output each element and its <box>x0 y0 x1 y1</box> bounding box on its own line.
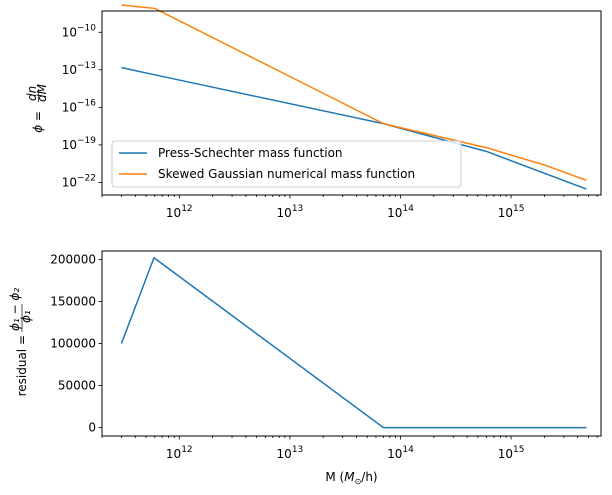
y-tick-label: 50000 <box>58 379 96 393</box>
bottom-y-ticks: 0 50000 100000 150000 200000 <box>50 252 102 435</box>
bottom-x-axis-label: M (M⊙/h) <box>325 470 377 486</box>
svg-text:residual =: residual = <box>15 335 29 396</box>
svg-text:ϕ =: ϕ = <box>31 111 45 133</box>
y-tick-label: 100000 <box>50 337 96 351</box>
svg-text:dM: dM <box>35 83 49 102</box>
y-tick-label: 0 <box>88 421 96 435</box>
x-tick-label: 1013 <box>277 445 304 461</box>
y-tick-label: 10−10 <box>62 23 97 39</box>
y-tick-label: 10−16 <box>62 98 97 114</box>
y-tick-label: 10−22 <box>62 173 96 189</box>
series-line-1 <box>120 256 587 429</box>
x-tick-label: 1014 <box>387 445 414 461</box>
svg-text:dn: dn <box>25 86 39 101</box>
x-tick-label: 1014 <box>387 204 414 220</box>
top-x-ticks: 1012 1013 1014 1015 <box>101 195 598 220</box>
legend: Press-Schechter mass function Skewed Gaus… <box>111 140 462 188</box>
legend-label-1: Press-Schechter mass function <box>158 146 343 160</box>
bottom-x-label-text: M (M⊙/h) <box>325 470 377 486</box>
bottom-x-ticks: 1012 1013 1014 1015 <box>101 436 598 461</box>
legend-box <box>111 140 462 188</box>
x-tick-label: 1013 <box>277 204 304 220</box>
y-tick-label: 10−13 <box>62 61 96 77</box>
series-line-2 <box>121 4 587 181</box>
top-plot-frame <box>101 10 602 196</box>
top-plot-panel: 1012 1013 1014 1015 10−1010−1310−1610−1910−… <box>25 4 602 220</box>
top-y-ticks: 10−10 10−13 10−16 10−19 10−22 <box>62 23 102 189</box>
svg-text:ϕ₁ − ϕ₂: ϕ₁ − ϕ₂ <box>8 288 22 331</box>
x-tick-label: 1015 <box>498 204 525 220</box>
y-tick-label: 200000 <box>50 252 96 266</box>
bottom-series-lines <box>120 256 587 429</box>
legend-label-2: Skewed Gaussian numerical mass function <box>158 167 415 181</box>
svg-text:ϕ₁: ϕ₁ <box>19 310 33 323</box>
top-series-lines <box>121 4 587 190</box>
y-tick-label: 150000 <box>50 294 96 308</box>
y-tick-label: 10−19 <box>62 136 97 152</box>
bottom-plot-panel: 1012 1013 1014 1015 0 50000 100000 150000 20000… <box>8 250 602 486</box>
x-tick-label: 1015 <box>498 445 525 461</box>
x-tick-label: 1012 <box>166 445 193 461</box>
x-tick-label: 1012 <box>166 204 193 220</box>
